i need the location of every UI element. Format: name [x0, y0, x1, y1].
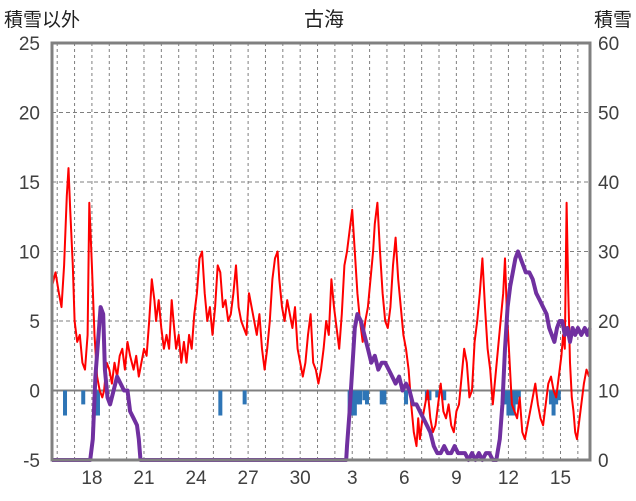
snow-depth-line — [52, 249, 592, 462]
precipitation-bar — [242, 390, 247, 405]
precipitation-bar — [362, 390, 367, 401]
x-tick-label: 15 — [550, 468, 571, 489]
precipitation-bar — [63, 390, 68, 416]
left-axis-label: 積雪以外 — [4, 9, 80, 31]
x-tick-label: 21 — [133, 468, 154, 489]
precipitation-bar — [514, 390, 519, 405]
left-tick-label: 20 — [19, 104, 40, 125]
precipitation-bar — [516, 390, 521, 398]
precipitation-bar — [355, 390, 360, 405]
left-tick-label: 0 — [29, 382, 40, 403]
temperature-line — [51, 167, 591, 448]
precipitation-bar — [352, 390, 357, 416]
plot-frame — [50, 41, 592, 462]
left-tick-labels: 25 20 15 10 5 0 -5 — [19, 34, 40, 472]
precipitation-bar — [442, 390, 447, 401]
right-tick-label: 50 — [598, 104, 619, 125]
precipitation-bar — [503, 390, 508, 405]
precipitation-bar — [435, 390, 440, 398]
precipitation-bar — [382, 390, 387, 405]
right-axis-label: 積雪 — [594, 9, 632, 31]
precipitation-bar — [551, 390, 556, 416]
precipitation-bar — [350, 390, 355, 416]
right-tick-labels: 60 50 40 30 20 10 0 — [598, 34, 619, 472]
right-tick-label: 40 — [598, 173, 619, 194]
x-tick-label: 6 — [399, 468, 410, 489]
right-tick-label: 30 — [598, 243, 619, 264]
x-tick-label: 18 — [81, 468, 102, 489]
x-tick-label: 3 — [347, 468, 358, 489]
left-tick-label: 10 — [19, 243, 40, 264]
precipitation-bar — [379, 390, 384, 405]
x-tick-label: 24 — [185, 468, 207, 489]
left-tick-label: 25 — [19, 34, 40, 55]
precipitation-bar — [548, 390, 553, 405]
right-tick-label: 20 — [598, 312, 619, 333]
right-tick-label: 60 — [598, 34, 619, 55]
precipitation-bar — [427, 390, 432, 401]
precipitation-bar — [556, 390, 561, 401]
right-tick-label: 10 — [598, 382, 619, 403]
precipitation-bar — [511, 390, 516, 416]
precipitation-bar — [81, 390, 86, 405]
x-tick-label: 27 — [238, 468, 259, 489]
right-tick-label: 0 — [598, 451, 609, 472]
x-tick-label: 12 — [498, 468, 519, 489]
precipitation-bar — [218, 390, 223, 416]
x-tick-label: 9 — [451, 468, 462, 489]
x-tick-label: 30 — [290, 468, 311, 489]
plot-area — [51, 167, 592, 462]
precipitation-bar — [506, 390, 511, 416]
left-tick-label: 15 — [19, 173, 40, 194]
precipitation-bar — [358, 390, 363, 405]
left-tick-label: 5 — [29, 312, 40, 333]
precipitation-bar — [404, 390, 409, 405]
precipitation-bar — [95, 390, 100, 416]
chart-title: 古海 — [304, 7, 344, 31]
x-tick-labels: 18 21 24 27 30 3 6 9 12 15 — [81, 468, 571, 489]
left-tick-label: -5 — [23, 451, 40, 472]
precipitation-bar — [364, 390, 369, 405]
